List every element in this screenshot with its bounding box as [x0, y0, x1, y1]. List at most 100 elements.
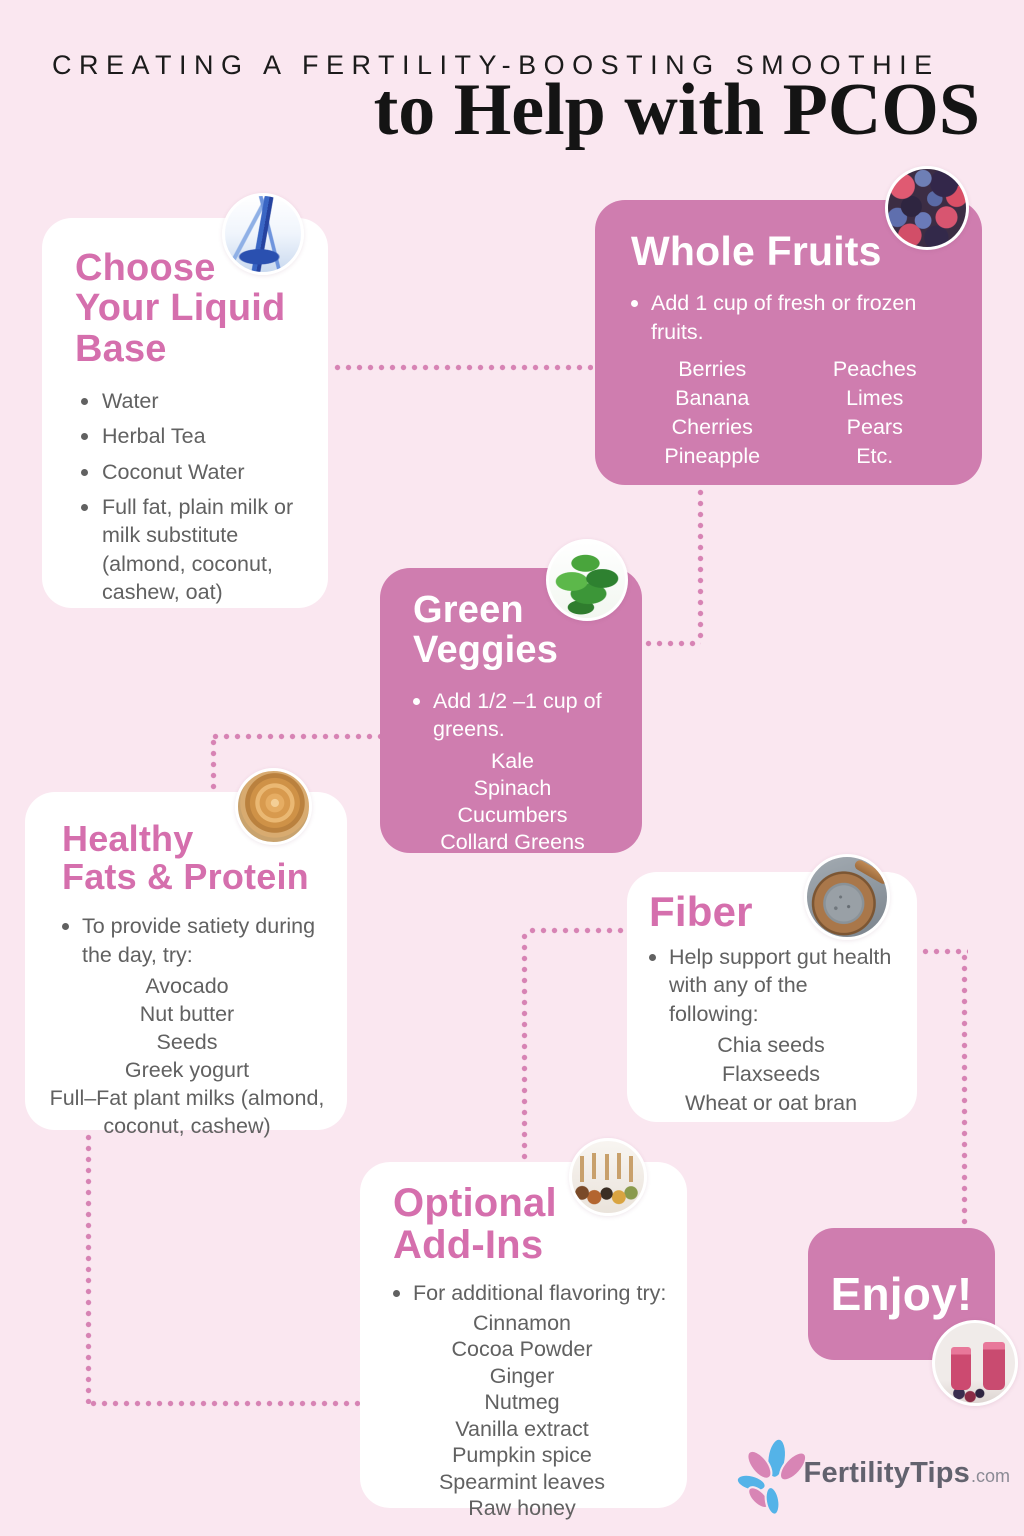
connector-to-addins-top	[521, 931, 528, 1162]
card-heading-line: Healthy	[62, 818, 194, 859]
berry-smoothie-photo	[932, 1320, 1018, 1406]
card-heading-line: Optional	[393, 1181, 557, 1225]
list-item: Flaxseeds	[722, 1061, 820, 1086]
card-heading: Whole Fruits	[631, 228, 956, 274]
card-heading-line: Whole Fruits	[631, 228, 882, 274]
list-item: Raw honey	[468, 1496, 576, 1521]
chia-seed-bowl-photo	[804, 854, 890, 940]
connector-fats-to-addins	[88, 1400, 360, 1407]
card-heading: Fiber	[649, 888, 903, 935]
fertilitytips-logo: FertilityTips .com	[734, 1432, 1010, 1514]
list-item: Ginger	[489, 1363, 555, 1388]
card-heading: Optional Add-Ins	[393, 1182, 667, 1267]
healthy-fats-list: Avocado Nut butter Seeds Greek yogurt Fu…	[42, 972, 332, 1140]
fruit-column-right: Peaches Limes Pears Etc.	[794, 355, 957, 471]
card-heading-line: Add-Ins	[393, 1223, 544, 1268]
card-whole-fruits: Whole Fruits Add 1 cup of fresh or froze…	[595, 200, 982, 485]
list-item: Coconut Water	[75, 458, 308, 486]
card-heading: Green Veggies	[413, 590, 626, 671]
list-item: Herbal Tea	[75, 422, 308, 450]
card-heading-line: Choose	[75, 247, 216, 289]
connector-veggies-left	[210, 733, 380, 740]
list-item: Greek yogurt	[124, 1057, 250, 1082]
bullet-marker	[631, 300, 638, 308]
connector-veggies-to-fats	[210, 737, 217, 793]
add-ins-intro: For additional flavoring try:	[393, 1279, 667, 1308]
connector-fiber-right	[920, 948, 968, 955]
list-item: Spearmint leaves	[438, 1469, 606, 1494]
list-item: Pineapple	[664, 444, 761, 469]
brand-tld: .com	[970, 1465, 1010, 1486]
card-intro-text: Add 1 cup of fresh or frozen fruits.	[651, 291, 917, 345]
card-heading-line: Your Liquid	[75, 287, 286, 330]
spice-spoons-photo	[569, 1138, 647, 1216]
water-splash-photo	[222, 193, 304, 275]
list-item: Full–Fat plant milks (almond, coconut, c…	[49, 1085, 325, 1138]
list-item: Spinach	[473, 776, 552, 801]
whole-fruits-intro: Add 1 cup of fresh or frozen fruits.	[631, 289, 956, 347]
card-heading-line: Fiber	[649, 888, 753, 935]
card-optional-add-ins: Optional Add-Ins For additional flavorin…	[360, 1162, 687, 1520]
list-item: Wheat or oat bran	[684, 1090, 858, 1115]
list-item: Cherries	[671, 415, 753, 440]
list-item: Water	[75, 387, 308, 415]
list-item: Berries	[678, 357, 747, 382]
green-veggies-intro: Add 1/2 –1 cup of greens.	[413, 687, 626, 745]
list-item: Collard Greens	[440, 830, 585, 855]
card-heading-line: Green	[413, 589, 524, 631]
list-item: Full fat, plain milk or milk substitute …	[75, 493, 308, 607]
list-item: Pears	[846, 415, 903, 440]
healthy-fats-intro: To provide satiety during the day, try:	[62, 912, 329, 970]
list-item: Nut butter	[139, 1001, 235, 1026]
card-liquid-base: Choose Your Liquid Base Water Herbal Tea…	[42, 218, 328, 608]
list-item: Vanilla extract	[455, 1416, 589, 1441]
list-item: Cinnamon	[473, 1310, 571, 1335]
spinach-leaves-photo	[546, 539, 628, 621]
add-ins-list: Cinnamon Cocoa Powder Ginger Nutmeg Vani…	[377, 1310, 667, 1522]
list-item: Avocado	[145, 973, 229, 998]
card-intro-text: To provide satiety during the day, try:	[82, 914, 316, 968]
fiber-intro: Help support gut health with any of the …	[649, 943, 903, 1029]
mixed-berries-photo	[885, 166, 969, 250]
card-heading-line: Base	[75, 327, 167, 370]
green-veggies-list: Kale Spinach Cucumbers Collard Greens	[399, 748, 626, 856]
brand-name: FertilityTips	[803, 1456, 970, 1489]
card-intro-text: Add 1/2 –1 cup of greens.	[433, 688, 602, 742]
bullet-marker	[62, 923, 69, 931]
connector-fruits-down	[697, 487, 704, 643]
list-item: Etc.	[856, 444, 894, 469]
bullet-marker	[393, 1289, 400, 1297]
fiber-list: Chia seeds Flaxseeds Wheat or oat bran	[639, 1031, 903, 1118]
bullet-marker	[649, 953, 656, 961]
list-item: Pumpkin spice	[452, 1443, 592, 1468]
fruit-columns: Berries Banana Cherries Pineapple Peache…	[631, 355, 956, 471]
card-heading-line: Enjoy!	[830, 1267, 973, 1320]
fruit-column-left: Berries Banana Cherries Pineapple	[631, 355, 794, 471]
list-item: Seeds	[156, 1029, 218, 1054]
connector-fiber-left	[527, 927, 627, 934]
card-intro-text: For additional flavoring try:	[413, 1280, 667, 1305]
card-heading: Healthy Fats & Protein	[62, 818, 329, 898]
bullet-marker	[413, 697, 420, 705]
nut-butter-photo	[235, 768, 312, 845]
page-title: to Help with PCOS	[373, 69, 980, 151]
list-item: Cocoa Powder	[451, 1337, 593, 1362]
list-item: Peaches	[832, 357, 917, 382]
list-item: Cucumbers	[457, 803, 568, 828]
connector-fruits-to-veggies	[643, 640, 701, 647]
card-healthy-fats: Healthy Fats & Protein To provide satiet…	[25, 792, 347, 1138]
list-item: Nutmeg	[484, 1390, 560, 1415]
card-heading: Choose Your Liquid Base	[75, 248, 308, 369]
card-heading-line: Veggies	[413, 629, 559, 672]
card-heading-line: Fats & Protein	[62, 856, 309, 898]
list-item: Kale	[490, 749, 535, 774]
liquid-base-list: Water Herbal Tea Coconut Water Full fat,…	[75, 387, 308, 607]
title-kicker: CREATING A FERTILITY-BOOSTING SMOOTHIE	[52, 50, 940, 80]
connector-liquid-to-fruits	[332, 364, 593, 371]
list-item: Banana	[675, 386, 750, 411]
connector-fiber-to-enjoy	[961, 952, 968, 1228]
lotus-flower-icon	[735, 1437, 807, 1514]
card-intro-text: Help support gut health with any of the …	[669, 944, 892, 1027]
card-heading: Enjoy!	[830, 1267, 973, 1320]
